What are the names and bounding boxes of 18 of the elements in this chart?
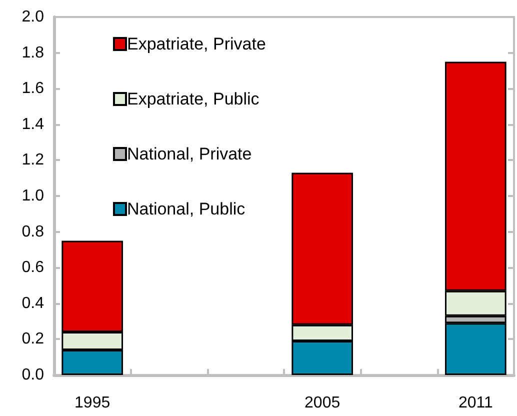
y-tick-label: 1.4 <box>22 116 44 133</box>
legend-label: National, Private <box>127 144 252 164</box>
x-tick-label: 1995 <box>74 394 110 412</box>
legend-label: Expatriate, Private <box>127 34 266 54</box>
y-tick-label: 1.6 <box>22 80 44 98</box>
y-tick-label: 1.8 <box>22 44 44 62</box>
y-tick-label: 0.2 <box>22 330 44 348</box>
y-tick-label: 0.8 <box>22 223 44 240</box>
x-tick-label: 2011 <box>458 394 493 412</box>
y-tick-label: 0.0 <box>22 366 44 384</box>
legend-label: Expatriate, Public <box>127 90 260 108</box>
y-tick-label: 0.6 <box>22 259 44 276</box>
legend-label: National, Public <box>127 200 246 218</box>
x-tick-label: 2005 <box>304 394 340 412</box>
y-tick-label: 1.0 <box>22 188 44 204</box>
y-tick-label: 1.2 <box>22 152 44 169</box>
y-tick-label: 0.4 <box>22 294 44 312</box>
y-tick-label: 2.0 <box>22 8 44 26</box>
